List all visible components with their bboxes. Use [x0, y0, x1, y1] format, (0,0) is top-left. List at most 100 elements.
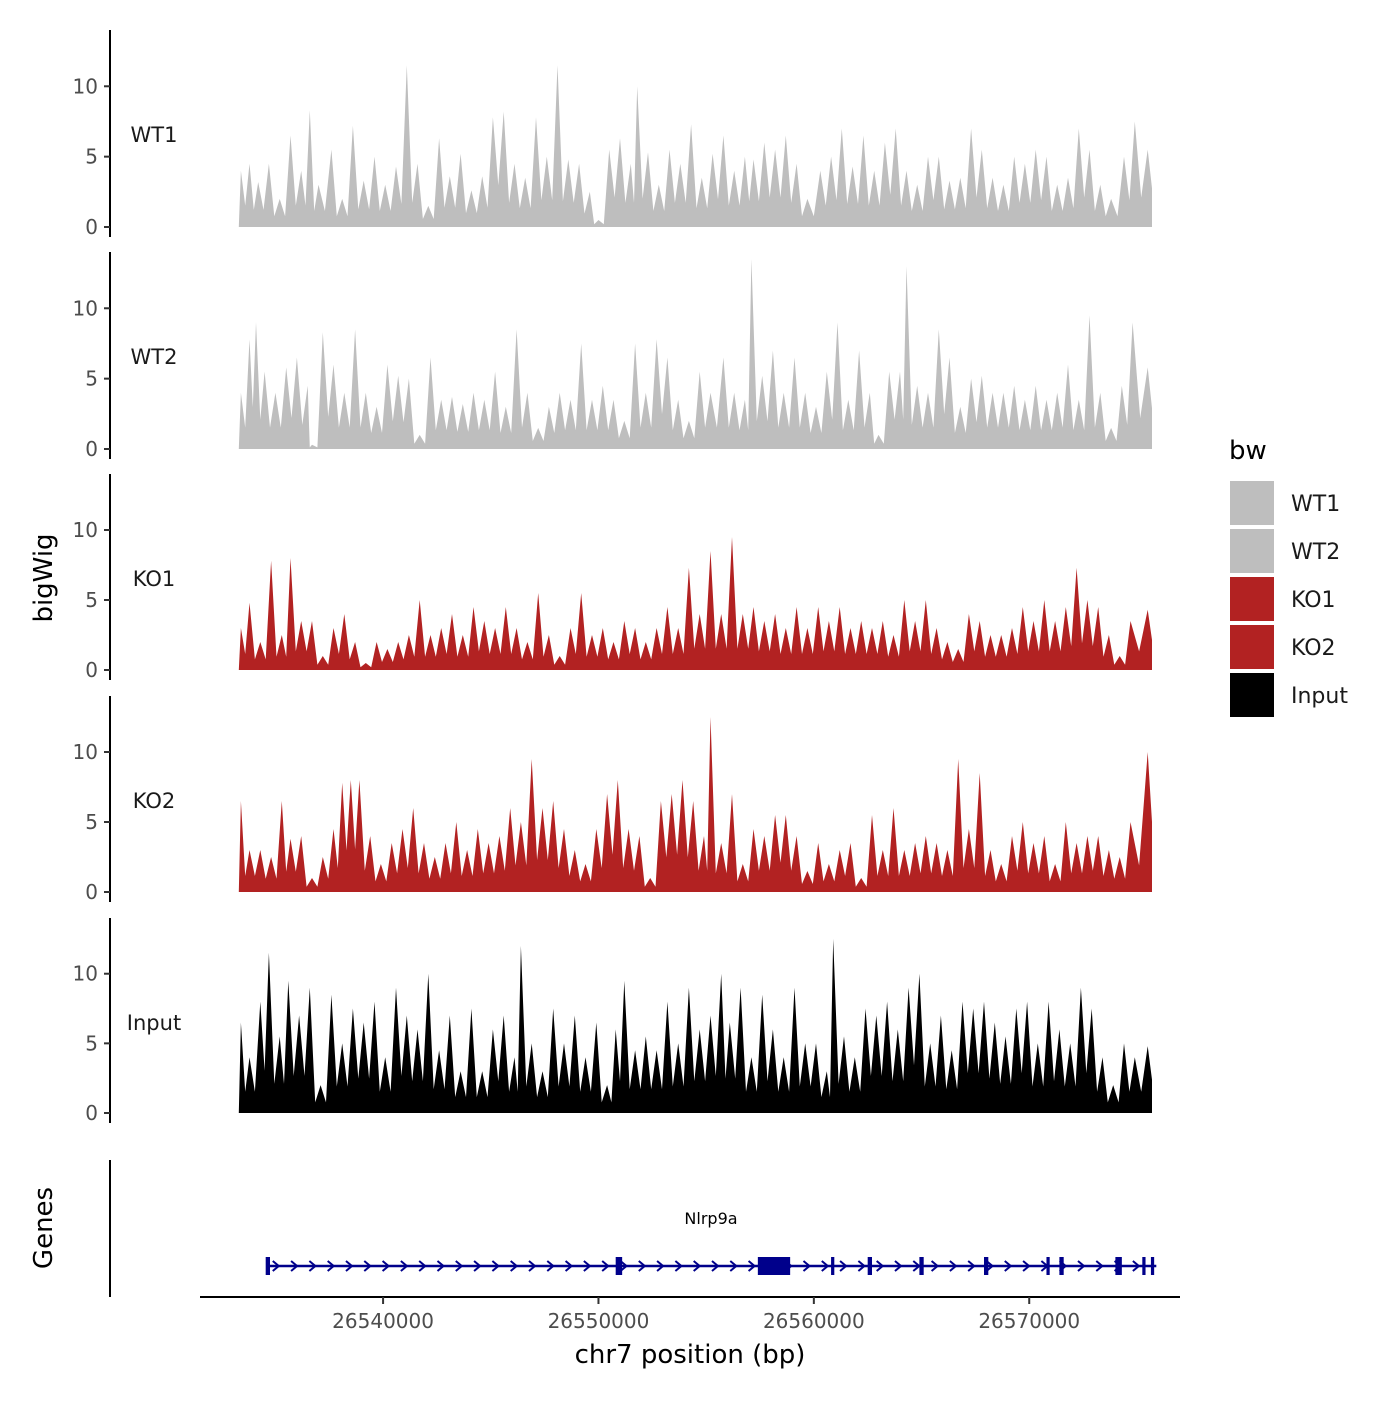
track-label: KO2	[133, 789, 176, 813]
strand-arrow	[930, 1260, 940, 1272]
track-label: KO1	[133, 567, 176, 591]
strand-arrow	[308, 1260, 317, 1272]
strand-arrow	[711, 1260, 720, 1272]
legend-label-wt2: WT2	[1291, 540, 1340, 565]
y-tick-label: 5	[85, 1031, 98, 1055]
gene-track: Nlrp9a	[109, 1160, 1157, 1297]
y-tick-label: 0	[85, 658, 98, 682]
strand-arrow	[1095, 1260, 1104, 1272]
legend-label-wt1: WT1	[1291, 492, 1340, 517]
track-wt1: 0 5 10 WT1	[73, 30, 1153, 239]
signal-area-ko1	[238, 537, 1153, 670]
signal-area-input	[238, 938, 1153, 1113]
strand-arrow	[583, 1260, 592, 1272]
strand-arrow	[1077, 1260, 1086, 1272]
legend-title: bw	[1229, 436, 1267, 466]
strand-arrow	[729, 1260, 738, 1272]
y-tick-label: 5	[85, 810, 98, 834]
x-tick-label: 26540000	[332, 1309, 434, 1333]
track-label: WT2	[131, 345, 178, 369]
signal-area-wt1	[238, 65, 1153, 227]
strand-arrow	[455, 1260, 464, 1272]
strand-arrow	[619, 1260, 629, 1272]
gene-exon	[615, 1257, 623, 1275]
gene-exon	[831, 1257, 835, 1275]
y-tick-label: 10	[73, 518, 98, 542]
track-ko2: 0 5 10 KO2	[73, 696, 1153, 904]
legend-label-ko2: KO2	[1291, 636, 1336, 661]
strand-arrow	[418, 1260, 427, 1272]
gene-exon	[984, 1257, 989, 1275]
strand-arrow	[601, 1260, 610, 1272]
strand-arrow	[839, 1260, 848, 1272]
strand-arrow	[821, 1260, 830, 1272]
strand-arrow	[674, 1260, 683, 1272]
genes-track-title: Genes	[29, 1187, 59, 1269]
strand-arrow	[894, 1260, 903, 1272]
y-tick-label: 10	[73, 740, 98, 764]
gene-exon	[1059, 1257, 1064, 1275]
strand-arrow	[546, 1260, 555, 1272]
gene-exon	[265, 1257, 270, 1275]
legend-swatch-ko1	[1230, 577, 1274, 621]
x-tick-label: 26550000	[548, 1309, 650, 1333]
legend: bw WT1 WT2 KO1 KO2 Input	[1229, 436, 1348, 717]
legend-label-input: Input	[1291, 684, 1348, 709]
y-tick-label: 0	[85, 880, 98, 904]
strand-arrow	[1022, 1260, 1031, 1272]
strand-arrow	[747, 1260, 757, 1272]
x-axis: 26540000 26550000 26560000 26570000	[200, 1296, 1180, 1333]
legend-label-ko1: KO1	[1291, 588, 1336, 613]
strand-arrow	[638, 1260, 647, 1272]
track-label: WT1	[131, 123, 178, 147]
strand-arrow	[290, 1260, 299, 1272]
signal-area-ko2	[238, 717, 1153, 892]
track-label: Input	[127, 1011, 181, 1035]
strand-arrow	[327, 1260, 336, 1272]
track-input: 0 5 10 Input	[73, 918, 1153, 1125]
signal-tracks: 0 5 10 WT1 0 5 10 WT2 0 5 10 KO1 0 5 10 KO2 0 5 10 Input	[73, 30, 1153, 1125]
strand-arrow	[436, 1260, 446, 1272]
track-ko1: 0 5 10 KO1	[73, 474, 1153, 682]
x-tick-label: 26560000	[763, 1309, 865, 1333]
y-axis-title: bigWig	[29, 533, 59, 622]
strand-arrow	[564, 1260, 574, 1272]
x-tick-label: 26570000	[978, 1309, 1080, 1333]
y-tick-label: 0	[85, 1101, 98, 1125]
strand-arrow	[857, 1260, 866, 1272]
strand-arrow	[1004, 1260, 1013, 1272]
strand-arrow	[876, 1260, 885, 1272]
strand-arrow	[802, 1260, 812, 1272]
gene-exon	[867, 1257, 872, 1275]
y-tick-label: 10	[73, 74, 98, 98]
strand-arrow	[345, 1260, 354, 1272]
strand-arrow	[473, 1260, 482, 1272]
y-tick-label: 0	[85, 215, 98, 239]
y-tick-label: 10	[73, 962, 98, 986]
gene-name-label: Nlrp9a	[684, 1209, 737, 1228]
y-tick-label: 5	[85, 588, 98, 612]
strand-arrow	[528, 1260, 537, 1272]
strand-arrow	[400, 1260, 409, 1272]
track-wt2: 0 5 10 WT2	[73, 252, 1153, 461]
strand-arrow	[363, 1260, 372, 1272]
legend-swatch-wt1	[1230, 481, 1274, 525]
strand-arrow	[693, 1260, 702, 1272]
strand-arrow	[1132, 1260, 1141, 1272]
gene-exon	[1142, 1257, 1146, 1275]
strand-arrow	[656, 1260, 665, 1272]
strand-arrow	[510, 1260, 519, 1272]
gene-exon	[1046, 1257, 1050, 1275]
gene-exon	[757, 1257, 791, 1275]
y-tick-label: 5	[85, 367, 98, 391]
strand-arrow	[272, 1260, 281, 1272]
signal-area-wt2	[238, 259, 1153, 449]
legend-swatch-wt2	[1230, 529, 1274, 573]
y-tick-label: 10	[73, 296, 98, 320]
strand-arrow	[491, 1260, 500, 1272]
legend-swatch-ko2	[1230, 625, 1274, 669]
strand-arrow	[949, 1260, 958, 1272]
strand-arrow	[967, 1260, 976, 1272]
